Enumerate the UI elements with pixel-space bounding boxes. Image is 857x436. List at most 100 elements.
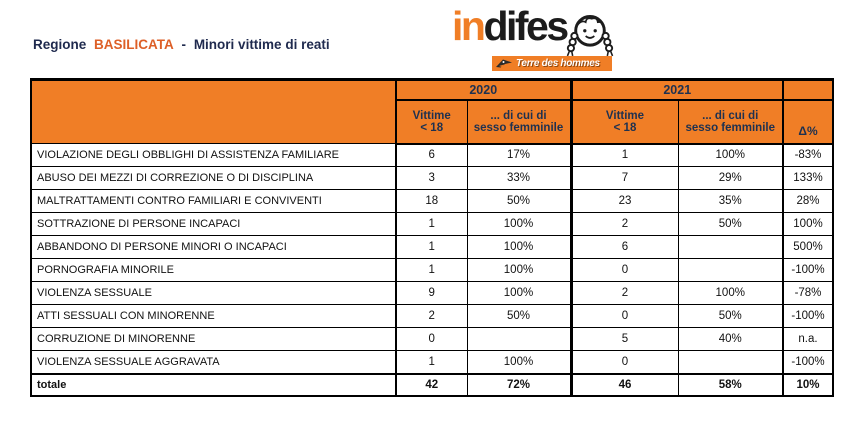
victims-2020-cell: 42	[395, 372, 468, 397]
crime-victims-table: 2020 2021 Vittime < 18 ... di cui di ses…	[30, 78, 834, 397]
female-share-2020-header: ... di cui di sesso femminile	[466, 99, 573, 145]
title-subject: Minori vittime di reati	[193, 37, 330, 52]
victims-2021-header: Vittime < 18	[570, 99, 679, 145]
delta-top-cell	[782, 78, 834, 101]
delta-percent-cell: 100%	[782, 212, 834, 236]
victims-2020-cell: 9	[395, 281, 468, 305]
row-label-cell: VIOLENZA SESSUALE	[30, 281, 397, 305]
female-share-2021-cell: 100%	[677, 281, 784, 305]
victims-2021-cell: 2	[570, 281, 679, 305]
title-separator: -	[181, 37, 187, 52]
victims-2021-cell: 0	[570, 258, 679, 282]
delta-percent-cell: -83%	[782, 143, 834, 167]
female-share-2020-cell	[466, 327, 573, 351]
row-label-cell: totale	[30, 372, 397, 397]
female-share-2020-cell: 33%	[466, 166, 573, 190]
female-share-2020-cell: 50%	[466, 304, 573, 328]
indifesa-logo: in difes Terr	[452, 6, 652, 71]
girl-face-icon	[566, 15, 613, 57]
female-share-2021-cell	[677, 350, 784, 374]
female-share-2021-cell: 35%	[677, 189, 784, 213]
female-share-2021-cell: 58%	[677, 372, 784, 397]
victims-2021-cell: 1	[570, 143, 679, 167]
table-row: CORRUZIONE DI MINORENNE 0 5 40% n.a.	[30, 327, 834, 351]
delta-percent-header: Δ%	[782, 99, 834, 145]
row-label-cell: ABUSO DEI MEZZI DI CORREZIONE O DI DISCI…	[30, 166, 397, 190]
victims-2021-cell: 46	[570, 372, 679, 397]
delta-percent-cell: -100%	[782, 304, 834, 328]
victims-2021-cell: 0	[570, 304, 679, 328]
row-label-cell: MALTRATTAMENTI CONTRO FAMILIARI E CONVIV…	[30, 189, 397, 213]
crime-type-header	[30, 78, 397, 144]
table-row: VIOLAZIONE DEGLI OBBLIGHI DI ASSISTENZA …	[30, 143, 834, 167]
table-row: SOTTRAZIONE DI PERSONE INCAPACI 1 100% 2 50%…	[30, 212, 834, 236]
table-row: ATTI SESSUALI CON MINORENNE 2 50% 0 50% -100%	[30, 304, 834, 328]
table-row: PORNOGRAFIA MINORILE 1 100% 0 -100%	[30, 258, 834, 282]
table-row: ABUSO DEI MEZZI DI CORREZIONE O DI DISCI…	[30, 166, 834, 190]
female-share-2021-cell	[677, 258, 784, 282]
total-row: totale 42 72% 46 58% 10%	[30, 372, 834, 397]
female-share-2021-header: ... di cui di sesso femminile	[677, 99, 784, 145]
row-label-cell: ATTI SESSUALI CON MINORENNE	[30, 304, 397, 328]
year-2020-header: 2020	[395, 78, 573, 101]
title-region: BASILICATA	[94, 37, 174, 52]
row-label-cell: ABBANDONO DI PERSONE MINORI O INCAPACI	[30, 235, 397, 259]
table-row: MALTRATTAMENTI CONTRO FAMILIARI E CONVIV…	[30, 189, 834, 213]
victims-2020-cell: 6	[395, 143, 468, 167]
victims-2021-cell: 0	[570, 350, 679, 374]
female-share-2020-cell: 100%	[466, 350, 573, 374]
delta-percent-cell: n.a.	[782, 327, 834, 351]
female-share-2020-cell: 50%	[466, 189, 573, 213]
female-share-2021-cell: 40%	[677, 327, 784, 351]
year-2021-header: 2021	[570, 78, 784, 101]
row-label-cell: VIOLENZA SESSUALE AGGRAVATA	[30, 350, 397, 374]
delta-percent-cell: 28%	[782, 189, 834, 213]
female-share-2021-cell: 29%	[677, 166, 784, 190]
victims-2021-cell: 5	[570, 327, 679, 351]
victims-2021-cell: 2	[570, 212, 679, 236]
female-share-2021-cell: 50%	[677, 304, 784, 328]
delta-percent-cell: 133%	[782, 166, 834, 190]
victims-2020-header: Vittime < 18	[395, 99, 468, 145]
logo-wordmark: in difes	[452, 6, 652, 64]
female-share-2021-cell: 50%	[677, 212, 784, 236]
victims-2021-cell: 23	[570, 189, 679, 213]
bird-icon	[496, 59, 512, 68]
female-share-2020-cell: 100%	[466, 212, 573, 236]
delta-percent-cell: -100%	[782, 350, 834, 374]
victims-2020-cell: 1	[395, 258, 468, 282]
victims-2020-cell: 1	[395, 212, 468, 236]
delta-percent-cell: 500%	[782, 235, 834, 259]
page-title: Regione BASILICATA - Minori vittime di r…	[33, 37, 330, 52]
victims-2020-cell: 18	[395, 189, 468, 213]
victims-2021-cell: 6	[570, 235, 679, 259]
delta-percent-cell: -100%	[782, 258, 834, 282]
victims-2020-cell: 3	[395, 166, 468, 190]
female-share-2020-cell: 100%	[466, 258, 573, 282]
logo-text-difes: difes	[483, 3, 569, 49]
table-row: VIOLENZA SESSUALE AGGRAVATA 1 100% 0 -100%	[30, 350, 834, 374]
delta-percent-cell: -78%	[782, 281, 834, 305]
delta-percent-cell: 10%	[782, 372, 834, 397]
female-share-2020-cell: 72%	[466, 372, 573, 397]
row-label-cell: VIOLAZIONE DEGLI OBBLIGHI DI ASSISTENZA …	[30, 143, 397, 167]
female-share-2021-cell	[677, 235, 784, 259]
victims-2020-cell: 2	[395, 304, 468, 328]
female-share-2020-cell: 100%	[466, 235, 573, 259]
victims-2020-cell: 1	[395, 350, 468, 374]
table-row: VIOLENZA SESSUALE 9 100% 2 100% -78%	[30, 281, 834, 305]
victims-2021-cell: 7	[570, 166, 679, 190]
row-label-cell: PORNOGRAFIA MINORILE	[30, 258, 397, 282]
victims-2020-cell: 0	[395, 327, 468, 351]
title-prefix: Regione	[33, 37, 87, 52]
victims-2020-cell: 1	[395, 235, 468, 259]
female-share-2020-cell: 17%	[466, 143, 573, 167]
female-share-2021-cell: 100%	[677, 143, 784, 167]
table-body: VIOLAZIONE DEGLI OBBLIGHI DI ASSISTENZA …	[30, 143, 834, 397]
table-row: ABBANDONO DI PERSONE MINORI O INCAPACI 1 1…	[30, 235, 834, 259]
logo-text-in: in	[452, 3, 486, 49]
terre-des-hommes-banner: Terre des hommes	[492, 56, 612, 71]
row-label-cell: SOTTRAZIONE DI PERSONE INCAPACI	[30, 212, 397, 236]
banner-label: Terre des hommes	[516, 58, 600, 69]
